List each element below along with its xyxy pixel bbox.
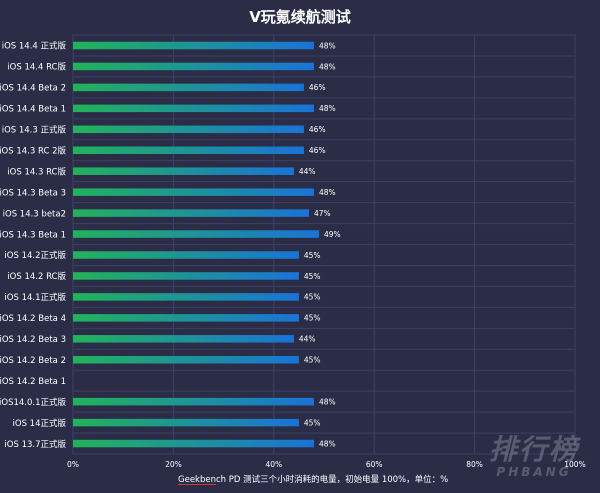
category-label: iOS 14.4 正式版 [2,41,67,52]
category-label: iOS 14.2 RC版 [7,271,66,282]
bar [73,62,314,71]
x-tick-label: 100% [564,460,585,469]
category-label: iOS 14正式版 [13,418,67,429]
x-tick-label: 0% [67,460,79,469]
value-label: 48% [319,62,336,71]
value-label: 45% [304,272,321,281]
chart-title: V玩氪续航测试 [249,8,351,26]
bar [73,146,304,154]
category-label: iOS 14.3 Beta 3 [0,188,66,198]
bar [73,104,314,113]
x-tick-label: 20% [165,460,182,469]
value-label: 44% [299,167,316,176]
category-label: iOS 14.2 Beta 4 [0,314,66,324]
bar [73,251,299,259]
category-label: iOS 14.2 Beta 3 [0,335,66,345]
bar [73,418,299,427]
watermark-cn: 排行榜 [488,433,579,466]
category-label: iOS 14.1正式版 [4,292,66,303]
bars [73,41,319,448]
bar [73,439,314,448]
category-label: iOS 14.3 beta2 [3,209,66,219]
labels: 0% 20% 40% 60% 80% 100% iOS 14.4 正式版 48% iOS 14.… [0,41,586,469]
watermark-logo: 排行榜 PHBANG [486,428,582,479]
value-label: 48% [319,41,336,50]
bar [73,209,309,217]
bar [73,397,314,406]
x-tick-label: 60% [366,460,383,469]
category-label: iOS14.0.1正式版 [0,397,66,408]
category-label: iOS 14.3 RC 2版 [0,145,66,156]
value-label: 45% [304,356,321,365]
bar [73,83,304,92]
category-label: iOS 13.7正式版 [4,439,66,450]
value-label: 48% [319,188,336,197]
value-label: 46% [309,125,326,134]
chart-footnote: Geekbench PD 测试三个小时消耗的电量，初始电量 100%，单位：% [178,475,449,485]
bar [73,125,304,134]
bar [73,293,299,301]
value-label: 44% [299,335,316,344]
bar [73,272,299,280]
value-label: 48% [319,104,336,113]
watermark-en: PHBANG [496,465,572,479]
bar [73,167,294,175]
value-label: 47% [314,209,331,218]
value-label: 48% [319,397,336,406]
category-label: iOS 14.2正式版 [4,250,66,261]
value-label: 49% [324,230,341,239]
grid-lines [72,34,576,455]
bar [73,41,314,50]
category-label: iOS 14.4 Beta 2 [0,84,66,94]
value-label: 45% [304,314,321,323]
category-label: iOS 14.2 Beta 1 [0,377,66,387]
value-label: 45% [304,418,321,427]
value-label: 46% [309,83,326,92]
value-label: 45% [304,251,321,260]
bar [73,314,299,322]
category-label: iOS 14.4 RC版 [7,62,66,73]
category-label: iOS 14.2 Beta 2 [0,356,66,366]
value-label: 48% [319,439,336,448]
category-label: iOS 14.3 正式版 [2,125,67,136]
bar [73,230,319,238]
category-label: iOS 14.3 RC版 [7,166,66,177]
x-tick-label: 40% [265,460,282,469]
bar [73,188,314,196]
bar [73,335,294,343]
bar [73,356,299,364]
value-label: 46% [309,146,326,155]
x-tick-label: 80% [466,460,483,469]
category-label: iOS 14.4 Beta 1 [0,105,66,115]
footnote-underline [178,484,216,485]
category-label: iOS 14.3 Beta 1 [0,230,66,240]
value-label: 45% [304,293,321,302]
